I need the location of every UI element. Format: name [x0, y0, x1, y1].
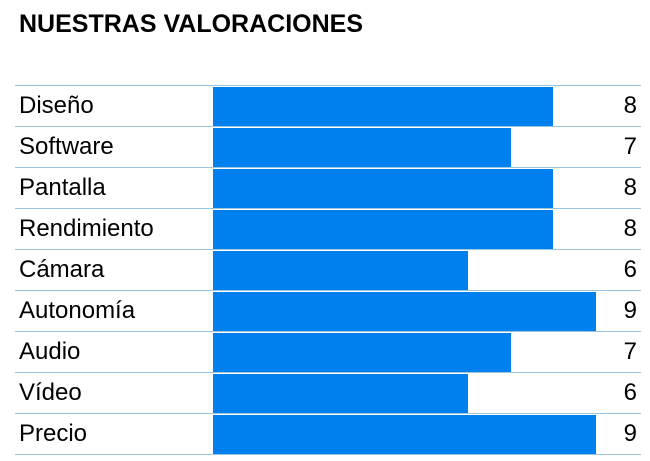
- rating-bar: [213, 251, 469, 290]
- rating-label: Vídeo: [19, 379, 82, 406]
- rating-label: Diseño: [19, 92, 94, 119]
- rating-value: 7: [623, 338, 637, 365]
- rating-row: Vídeo 6: [15, 373, 641, 414]
- bar-track: [213, 128, 596, 167]
- rating-row: Software 7: [15, 127, 641, 168]
- rating-label: Audio: [19, 338, 81, 365]
- rating-bar: [213, 128, 511, 167]
- rating-label: Pantalla: [19, 174, 106, 201]
- rating-bar: [213, 292, 596, 331]
- rating-row: Rendimiento 8: [15, 209, 641, 250]
- rating-row: Audio 7: [15, 332, 641, 373]
- rating-bar: [213, 415, 596, 454]
- rating-value: 8: [623, 92, 637, 119]
- bar-track: [213, 210, 596, 249]
- rating-label: Autonomía: [19, 297, 136, 324]
- rating-label: Software: [19, 133, 114, 160]
- rating-row: Diseño 8: [15, 86, 641, 127]
- rating-bar: [213, 333, 511, 372]
- rating-row: Cámara 6: [15, 250, 641, 291]
- bar-track: [213, 87, 596, 126]
- rating-row: Pantalla 8: [15, 168, 641, 209]
- rating-value: 8: [623, 215, 637, 242]
- rating-bar: [213, 87, 554, 126]
- bar-track: [213, 169, 596, 208]
- rating-row: Autonomía 9: [15, 291, 641, 332]
- rating-value: 9: [623, 297, 637, 324]
- rating-bar: [213, 374, 469, 413]
- bar-track: [213, 333, 596, 372]
- rating-bar: [213, 169, 554, 208]
- rating-value: 8: [623, 174, 637, 201]
- bar-track: [213, 292, 596, 331]
- bar-track: [213, 415, 596, 454]
- bar-track: [213, 374, 596, 413]
- rating-value: 6: [623, 379, 637, 406]
- rating-value: 9: [623, 420, 637, 447]
- chart-title: NUESTRAS VALORACIONES: [19, 10, 364, 38]
- rating-label: Rendimiento: [19, 215, 154, 242]
- bar-track: [213, 251, 596, 290]
- rating-label: Precio: [19, 420, 88, 447]
- rating-bar: [213, 210, 554, 249]
- rating-value: 6: [623, 256, 637, 283]
- rating-value: 7: [623, 133, 637, 160]
- rating-row: Precio 9: [15, 414, 641, 455]
- rating-label: Cámara: [19, 256, 105, 283]
- ratings-list: Diseño 8 Software 7 Pantalla 8 Rendimiento 8 Cám…: [15, 85, 641, 455]
